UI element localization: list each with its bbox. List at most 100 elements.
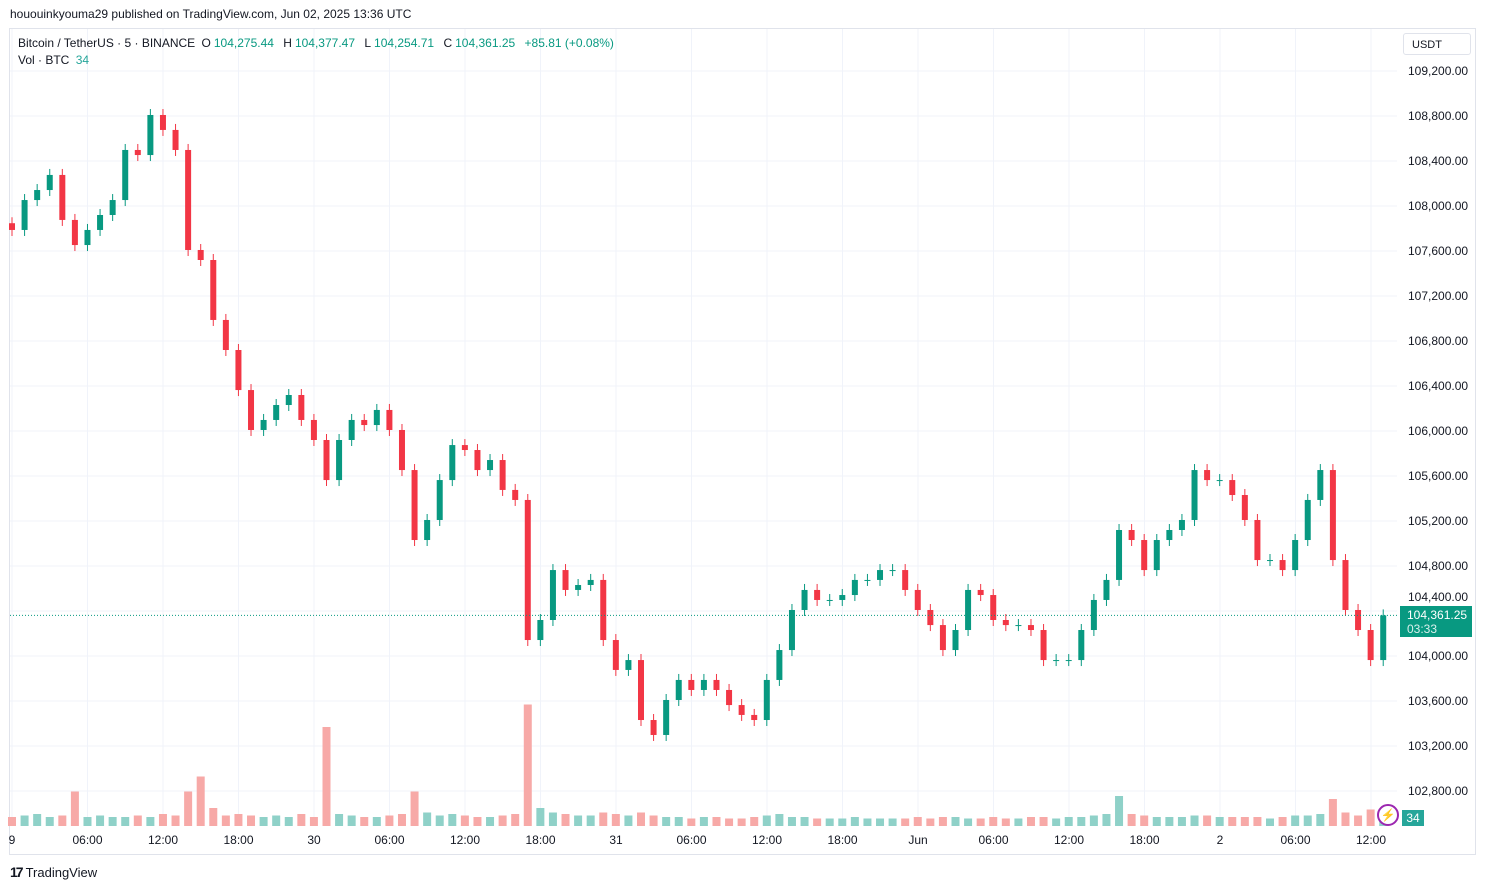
price-tick: 108,400.00 xyxy=(1408,154,1469,168)
volume-bar xyxy=(108,817,117,826)
volume-bar xyxy=(20,815,29,826)
candle-body xyxy=(1229,480,1236,496)
volume-bar xyxy=(309,817,318,826)
volume-bar xyxy=(1203,815,1212,826)
volume-bar xyxy=(901,818,910,826)
volume-bar xyxy=(498,815,507,826)
candle-body xyxy=(726,689,733,706)
volume-bar xyxy=(1190,815,1199,826)
candle-body xyxy=(172,129,179,150)
candle-body xyxy=(977,589,984,596)
candle-body xyxy=(1355,609,1362,631)
volume-bar xyxy=(221,815,230,826)
volume-bar xyxy=(662,817,671,826)
candle-body xyxy=(889,570,896,572)
candle-body xyxy=(738,705,745,715)
volume-value: 34 xyxy=(75,53,90,67)
candle-body xyxy=(1329,470,1336,561)
price-tick: 107,200.00 xyxy=(1408,289,1469,303)
volume-bar xyxy=(561,814,570,826)
volume-bar xyxy=(1366,809,1375,826)
price-tick: 104,000.00 xyxy=(1408,649,1469,663)
volume-bar xyxy=(926,818,935,826)
legend-row-price: Bitcoin / TetherUS · 5 · BINANCE O 104,27… xyxy=(18,35,617,52)
volume-bar xyxy=(1039,817,1048,826)
volume-bar xyxy=(762,815,771,826)
volume-bar xyxy=(800,817,809,826)
volume-label[interactable]: Vol · BTC xyxy=(18,53,70,67)
candle-body xyxy=(474,450,481,471)
currency-selector[interactable]: USDT xyxy=(1403,33,1471,55)
candle-body xyxy=(499,460,506,490)
price-tick: 107,600.00 xyxy=(1408,244,1469,258)
volume-bar xyxy=(1253,817,1262,826)
volume-bar xyxy=(863,818,872,826)
volume-bar xyxy=(674,817,683,826)
symbol-title[interactable]: Bitcoin / TetherUS · 5 · BINANCE xyxy=(18,36,196,50)
candle-body xyxy=(826,599,833,601)
price-tick: 103,600.00 xyxy=(1408,694,1469,708)
low-label: L xyxy=(364,36,372,50)
volume-bar xyxy=(347,815,356,826)
volume-bar xyxy=(624,815,633,826)
volume-bar xyxy=(599,812,608,826)
candle-body xyxy=(587,579,594,586)
candle-body xyxy=(34,190,41,201)
volume-bar xyxy=(460,815,469,826)
candle-body xyxy=(84,229,91,246)
candle-body xyxy=(71,219,78,246)
time-tick: 12:00 xyxy=(751,833,783,847)
candle-body xyxy=(248,390,255,430)
time-tick: 18:00 xyxy=(1129,833,1160,847)
candle-body xyxy=(600,579,607,641)
candle-body xyxy=(436,480,443,520)
candle-body xyxy=(914,589,921,610)
candle-body xyxy=(122,149,129,201)
lightning-icon[interactable]: ⚡ xyxy=(1377,804,1399,826)
candle-body xyxy=(1267,560,1273,562)
price-tick: 108,800.00 xyxy=(1408,109,1469,123)
price-tick: 105,600.00 xyxy=(1408,469,1469,483)
candle-body xyxy=(134,149,141,156)
time-tick: 2 xyxy=(1216,833,1224,847)
candle-body xyxy=(1078,630,1085,661)
volume-bar xyxy=(1341,812,1350,826)
last-price-label: 104,361.25 03:33 xyxy=(1400,606,1472,638)
volume-bar xyxy=(8,817,16,826)
volume-bar xyxy=(989,817,998,826)
candle-body xyxy=(159,114,166,130)
candle-body xyxy=(336,440,343,481)
time-tick: 9 xyxy=(8,833,16,847)
time-tick: 06:00 xyxy=(978,833,1009,847)
volume-bar xyxy=(45,817,54,826)
candle-body xyxy=(449,445,456,481)
volume-bar xyxy=(385,815,394,826)
tradingview-logo-icon: 17 xyxy=(10,864,24,880)
time-tick: 12:00 xyxy=(1053,833,1085,847)
volume-bar xyxy=(297,814,306,826)
candle-body xyxy=(524,499,531,641)
candle-body xyxy=(1204,470,1211,481)
volume-bar xyxy=(423,812,432,826)
price-tick: 106,800.00 xyxy=(1408,334,1469,348)
volume-bar xyxy=(536,808,545,826)
volume-bar xyxy=(58,815,67,826)
tradingview-logo[interactable]: 17 TradingView xyxy=(10,864,97,880)
volume-bar xyxy=(1052,818,1061,826)
candle-body xyxy=(612,640,619,670)
candle-body xyxy=(487,460,494,471)
price-tick: 102,800.00 xyxy=(1408,784,1469,798)
candle-body xyxy=(1342,560,1349,610)
volume-bar xyxy=(712,817,721,826)
volume-badge: 34 xyxy=(1402,810,1424,826)
candle-body xyxy=(663,699,670,735)
volume-bar xyxy=(133,815,142,826)
candle-body xyxy=(59,174,66,220)
volume-bar xyxy=(196,776,205,826)
price-tick: 108,000.00 xyxy=(1408,199,1469,213)
volume-bar xyxy=(1077,817,1086,826)
time-tick: 12:00 xyxy=(1355,833,1387,847)
volume-bars xyxy=(8,704,1388,826)
time-tick: 06:00 xyxy=(72,833,103,847)
